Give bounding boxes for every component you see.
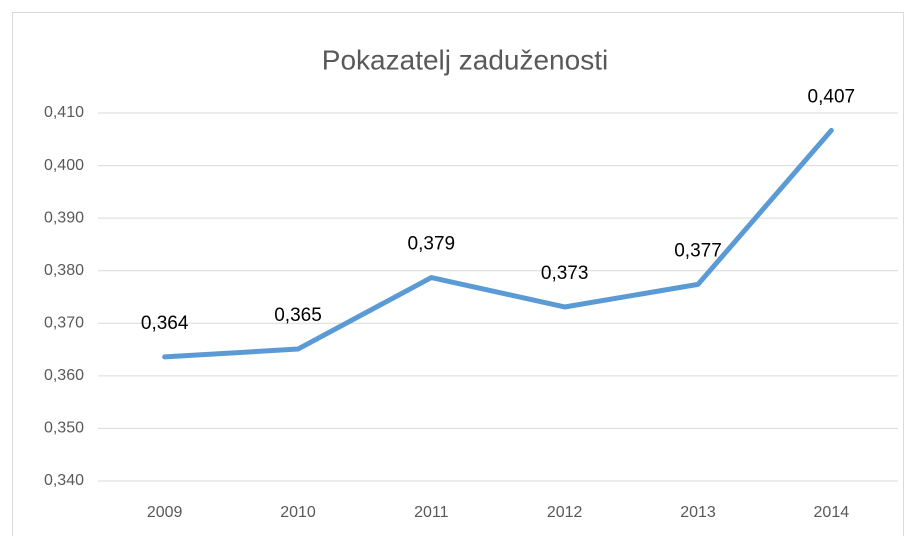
y-tick-label: 0,360 [44, 367, 84, 384]
chart-title: Pokazatelj zaduženosti [322, 44, 608, 75]
y-tick-label: 0,390 [44, 209, 84, 226]
data-label: 0,365 [274, 305, 322, 326]
x-tick-label: 2011 [414, 504, 449, 521]
data-label: 0,377 [674, 240, 722, 261]
x-tick-label: 2012 [547, 504, 583, 521]
x-tick-label: 2010 [280, 504, 316, 521]
data-label: 0,373 [541, 263, 589, 284]
y-tick-label: 0,370 [44, 315, 84, 332]
series-line [162, 127, 834, 360]
data-label: 0,407 [808, 86, 856, 107]
y-tick-label: 0,380 [44, 262, 84, 279]
y-tick-label: 0,340 [44, 472, 84, 489]
x-tick-label: 2014 [814, 504, 850, 521]
x-tick-label: 2013 [680, 504, 716, 521]
y-tick-label: 0,350 [44, 420, 84, 437]
y-tick-label: 0,410 [44, 104, 84, 121]
y-tick-label: 0,400 [44, 157, 84, 174]
data-label: 0,379 [408, 234, 456, 255]
chart-frame [12, 12, 904, 536]
x-tick-label: 2009 [147, 504, 183, 521]
data-label: 0,364 [141, 313, 189, 334]
